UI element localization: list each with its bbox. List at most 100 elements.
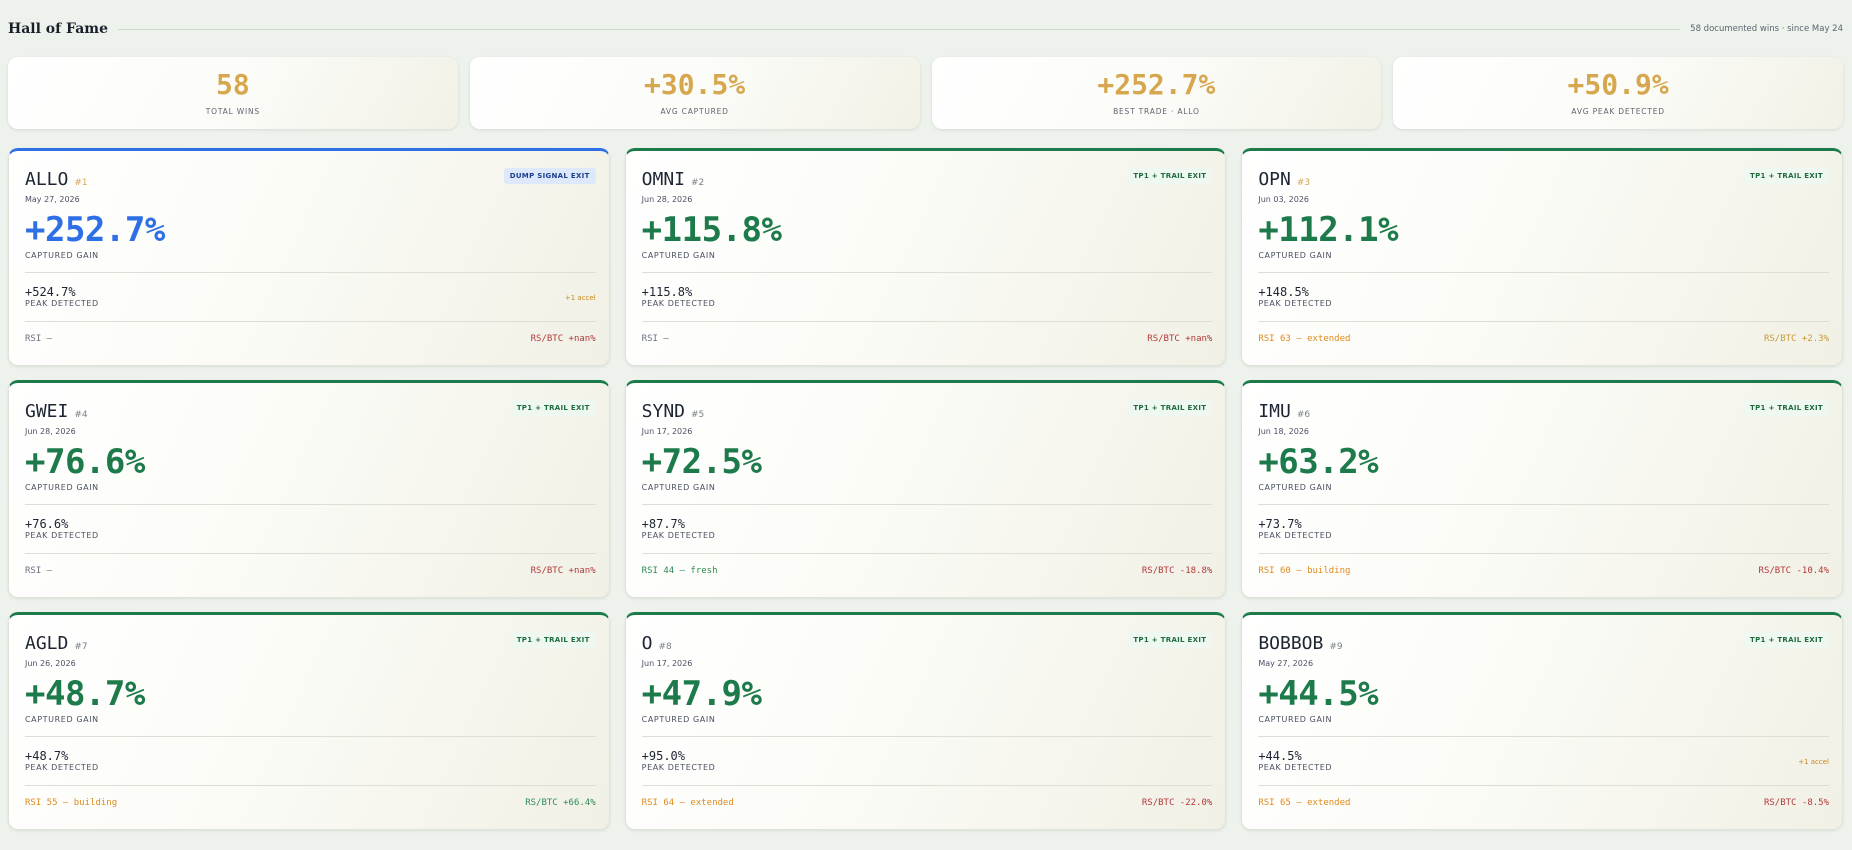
captured-gain-value: +115.8%: [641, 210, 782, 250]
exit-type-badge: TP1 + TRAIL EXIT: [510, 632, 596, 648]
captured-gain-label: CAPTURED GAIN: [25, 251, 99, 260]
trade-card-opn[interactable]: OPN #3 TP1 + TRAIL EXIT Jun 03, 2026 +11…: [1241, 148, 1843, 366]
captured-gain-value: +47.9%: [641, 674, 762, 714]
stat-value: 58: [216, 68, 250, 101]
divider: [25, 504, 596, 505]
trade-cards-grid: ALLO #1 DUMP SIGNAL EXIT May 27, 2026 +2…: [8, 148, 1843, 830]
divider: [1258, 553, 1829, 554]
trade-card-gwei[interactable]: GWEI #4 TP1 + TRAIL EXIT Jun 28, 2026 +7…: [8, 380, 610, 598]
rsi-status: RSI 44 — fresh: [641, 566, 718, 576]
trade-date: Jun 17, 2026: [641, 659, 693, 668]
card-heading: GWEI #4: [25, 383, 596, 422]
peak-detected-label: PEAK DETECTED: [1258, 531, 1333, 540]
card-footer: RSI 60 — building RS/BTC -10.4%: [1258, 554, 1829, 576]
captured-gain-label: CAPTURED GAIN: [641, 251, 716, 260]
peak-row: +44.5% PEAK DETECTED +1 accel: [1258, 737, 1829, 772]
trade-date: Jun 03, 2026: [1258, 195, 1309, 204]
card-heading: OMNI #2: [642, 151, 1213, 190]
rs-btc-value: RS/BTC +nan%: [1147, 334, 1213, 344]
card-heading: O #8: [642, 615, 1213, 654]
trade-card-imu[interactable]: IMU #6 TP1 + TRAIL EXIT Jun 18, 2026 +63…: [1241, 380, 1843, 598]
rsi-status: RSI 60 — building: [1258, 566, 1351, 576]
divider: [641, 785, 1213, 786]
accel-count: +1 accel: [1798, 758, 1829, 766]
peak-row: +524.7% PEAK DETECTED +1 accel: [25, 273, 596, 308]
divider: [25, 785, 596, 786]
card-heading: ALLO #1: [25, 151, 596, 190]
wins-summary: 58 documented wins · since May 24: [1690, 24, 1843, 34]
trade-card-o[interactable]: O #8 TP1 + TRAIL EXIT Jun 17, 2026 +47.9…: [624, 612, 1227, 830]
card-footer: RSI — RS/BTC +nan%: [25, 322, 596, 344]
divider: [1258, 785, 1829, 786]
peak-detected-value: +524.7%: [25, 285, 76, 299]
exit-type-badge: TP1 + TRAIL EXIT: [1127, 632, 1213, 648]
stat-best-trade: +252.7% BEST TRADE · ALLO: [931, 57, 1382, 129]
ticker-symbol: IMU: [1258, 401, 1291, 422]
trade-date: Jun 18, 2026: [1258, 427, 1309, 436]
card-footer: RSI 65 — extended RS/BTC -8.5%: [1258, 786, 1829, 808]
divider: [25, 321, 596, 322]
peak-detected-value: +87.7%: [641, 517, 686, 531]
accel-count: +1 accel: [564, 294, 596, 302]
stat-avg-captured: +30.5% AVG CAPTURED: [469, 57, 920, 129]
card-heading: SYND #5: [642, 383, 1213, 422]
peak-detected-label: PEAK DETECTED: [1258, 299, 1333, 308]
rs-btc-value: RS/BTC +2.3%: [1763, 334, 1829, 344]
exit-type-badge: TP1 + TRAIL EXIT: [1127, 400, 1213, 416]
trade-card-agld[interactable]: AGLD #7 TP1 + TRAIL EXIT Jun 26, 2026 +4…: [8, 612, 610, 830]
trade-date: May 27, 2026: [1258, 659, 1314, 668]
divider: [1258, 272, 1829, 273]
divider: [25, 553, 596, 554]
captured-gain-value: +63.2%: [1258, 442, 1379, 482]
trade-card-bobbob[interactable]: BOBBOB #9 TP1 + TRAIL EXIT May 27, 2026 …: [1241, 612, 1843, 830]
trade-date: Jun 28, 2026: [25, 427, 76, 436]
exit-type-badge: TP1 + TRAIL EXIT: [1744, 632, 1829, 648]
captured-gain-value: +112.1%: [1258, 210, 1399, 250]
ticker-symbol: GWEI: [25, 401, 69, 422]
rs-btc-value: RS/BTC +66.4%: [525, 798, 596, 808]
ticker-symbol: O: [641, 633, 653, 654]
captured-gain-value: +48.7%: [25, 674, 145, 714]
section-header: Hall of Fame 58 documented wins · since …: [8, 0, 1843, 58]
stat-value: +50.9%: [1567, 68, 1669, 101]
trade-card-allo[interactable]: ALLO #1 DUMP SIGNAL EXIT May 27, 2026 +2…: [8, 148, 610, 366]
rank-number: #3: [1296, 178, 1311, 188]
peak-row: +148.5% PEAK DETECTED: [1258, 273, 1829, 308]
stat-label: AVG CAPTURED: [660, 107, 729, 116]
rank-number: #2: [691, 178, 705, 188]
card-heading: OPN #3: [1258, 151, 1829, 190]
rs-btc-value: RS/BTC -22.0%: [1141, 798, 1213, 808]
stat-value: +252.7%: [1097, 68, 1216, 101]
stats-row: 58 TOTAL WINS +30.5% AVG CAPTURED +252.7…: [8, 57, 1843, 129]
captured-gain-label: CAPTURED GAIN: [1258, 715, 1333, 724]
stat-label: TOTAL WINS: [205, 107, 260, 116]
captured-gain-value: +44.5%: [1258, 674, 1379, 714]
peak-row: +48.7% PEAK DETECTED: [25, 737, 596, 772]
trade-card-synd[interactable]: SYND #5 TP1 + TRAIL EXIT Jun 17, 2026 +7…: [624, 380, 1227, 598]
divider: [25, 736, 596, 737]
peak-detected-label: PEAK DETECTED: [25, 763, 99, 772]
rsi-status: RSI 55 — building: [25, 798, 118, 808]
ticker-symbol: OPN: [1258, 169, 1291, 190]
hall-of-fame-page: Hall of Fame 58 documented wins · since …: [8, 0, 1843, 830]
trade-date: Jun 17, 2026: [641, 427, 693, 436]
peak-detected-label: PEAK DETECTED: [25, 531, 99, 540]
rank-number: #7: [74, 642, 88, 652]
rsi-status: RSI 65 — extended: [1258, 798, 1351, 808]
exit-type-badge: DUMP SIGNAL EXIT: [503, 168, 596, 184]
peak-detected-value: +95.0%: [641, 749, 686, 763]
divider: [1258, 504, 1829, 505]
captured-gain-label: CAPTURED GAIN: [1258, 251, 1333, 260]
captured-gain-value: +76.6%: [25, 442, 145, 482]
rank-number: #1: [74, 178, 88, 188]
exit-type-badge: TP1 + TRAIL EXIT: [510, 400, 596, 416]
card-footer: RSI 63 — extended RS/BTC +2.3%: [1258, 322, 1829, 344]
rs-btc-value: RS/BTC +nan%: [530, 566, 596, 576]
ticker-symbol: BOBBOB: [1258, 633, 1324, 654]
card-footer: RSI 64 — extended RS/BTC -22.0%: [642, 786, 1213, 808]
peak-row: +76.6% PEAK DETECTED: [25, 505, 596, 540]
page-title: Hall of Fame: [8, 21, 109, 37]
trade-card-omni[interactable]: OMNI #2 TP1 + TRAIL EXIT Jun 28, 2026 +1…: [624, 148, 1227, 366]
peak-detected-label: PEAK DETECTED: [641, 299, 716, 308]
rsi-status: RSI —: [641, 334, 669, 344]
